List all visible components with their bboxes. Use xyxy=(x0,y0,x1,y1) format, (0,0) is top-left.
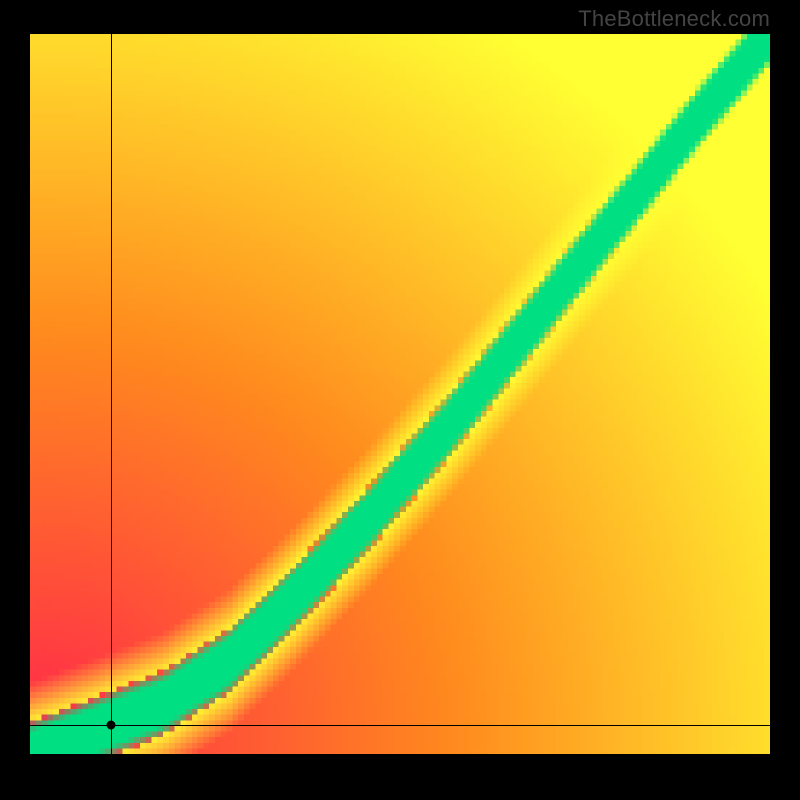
marker-dot xyxy=(107,721,116,730)
crosshair-horizontal xyxy=(30,725,770,726)
heatmap-plot xyxy=(30,34,770,754)
watermark-text: TheBottleneck.com xyxy=(578,6,770,32)
heatmap-canvas xyxy=(30,34,770,754)
crosshair-vertical xyxy=(111,34,112,754)
